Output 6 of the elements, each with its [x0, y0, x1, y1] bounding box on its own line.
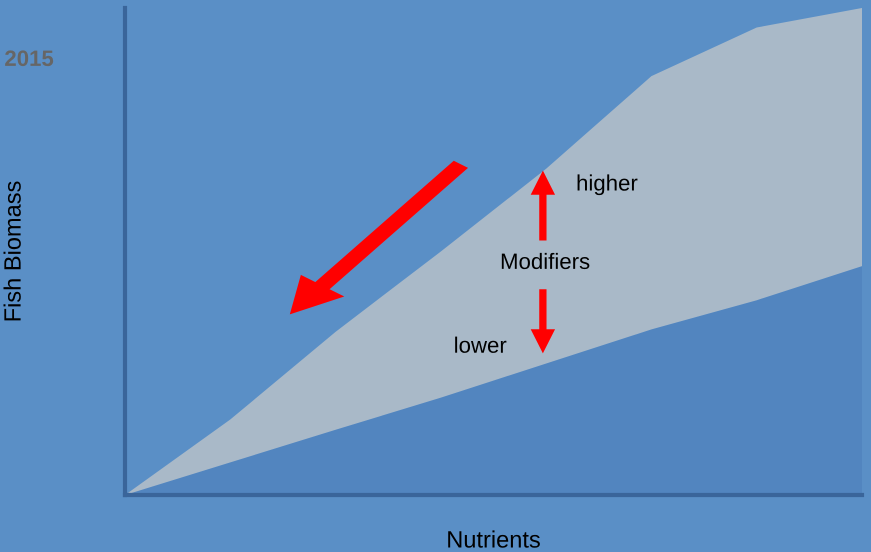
- annotation: lower: [455, 336, 506, 353]
- x-axis-title: Nutrients: [448, 530, 540, 548]
- annotation: higher: [578, 174, 638, 196]
- text: 2015: [5, 50, 54, 66]
- annotation: Modifiers: [502, 252, 590, 270]
- y-axis-title: Fish Biomass: [3, 182, 21, 320]
